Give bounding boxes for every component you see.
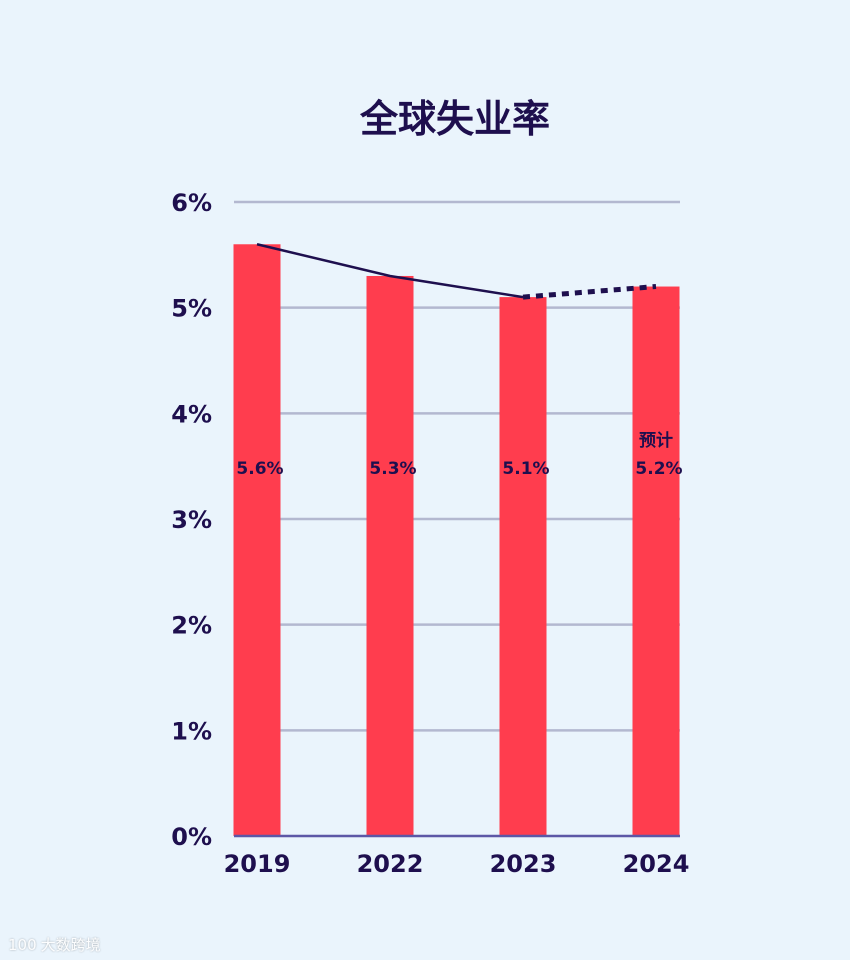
forecast-note-label: 预计 bbox=[639, 430, 673, 451]
bar bbox=[234, 244, 281, 836]
y-tick-label: 5% bbox=[171, 295, 212, 323]
watermark-text: 大数跨境 bbox=[41, 934, 101, 955]
data-label: 5.6% bbox=[236, 459, 283, 479]
bar bbox=[633, 287, 680, 836]
data-label: 5.3% bbox=[369, 459, 416, 479]
bar bbox=[500, 297, 547, 836]
watermark-logo-icon: 100 bbox=[8, 936, 37, 954]
watermark: 100 大数跨境 bbox=[8, 934, 101, 955]
x-tick-label: 2023 bbox=[490, 850, 557, 878]
data-label: 5.1% bbox=[502, 459, 549, 479]
y-tick-label: 2% bbox=[171, 612, 212, 640]
y-tick-label: 3% bbox=[171, 506, 212, 534]
data-label: 5.2% bbox=[635, 459, 682, 479]
bar bbox=[367, 276, 414, 836]
y-tick-label: 6% bbox=[171, 189, 212, 217]
y-tick-label: 4% bbox=[171, 400, 212, 428]
chart-title: 全球失业率 bbox=[359, 97, 550, 141]
y-tick-label: 0% bbox=[171, 823, 212, 851]
y-tick-label: 1% bbox=[171, 717, 212, 745]
x-tick-label: 2024 bbox=[623, 850, 690, 878]
x-tick-label: 2019 bbox=[224, 850, 291, 878]
x-tick-label: 2022 bbox=[357, 850, 424, 878]
